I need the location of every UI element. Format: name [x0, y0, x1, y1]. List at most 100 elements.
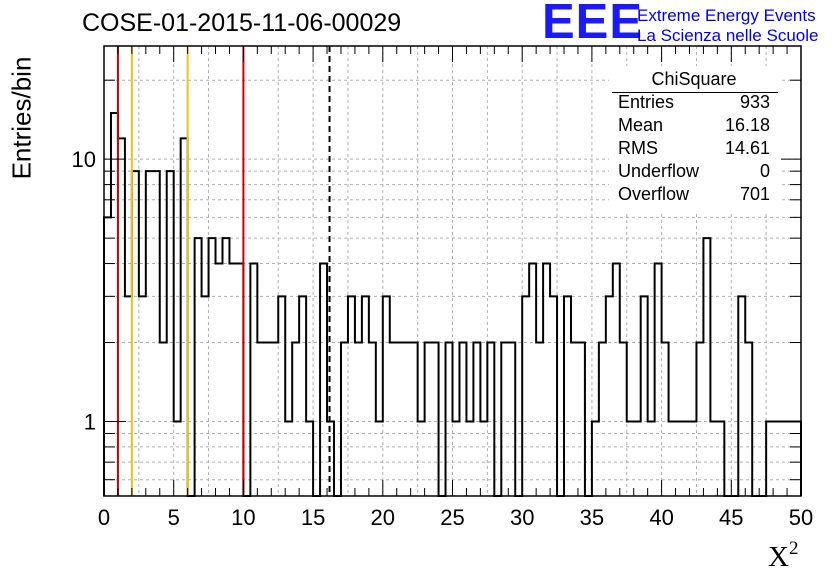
eee-logo: EEE Extreme Energy Events La Scienza nel… [542, 0, 836, 47]
histogram-bin [432, 343, 439, 496]
x-axis-label: X2 [768, 538, 798, 574]
histogram-bin [216, 264, 223, 496]
histogram-bin [578, 343, 585, 496]
histogram-bin [411, 343, 418, 496]
histogram-bin [264, 343, 271, 496]
stats-box: ChiSquare Entries 933 Mean 16.18 RMS 14.… [610, 69, 778, 211]
x-tick-label: 30 [510, 505, 534, 530]
stats-key: Overflow [618, 184, 690, 204]
x-tick-label: 0 [98, 505, 110, 530]
stats-key: RMS [618, 138, 658, 158]
y-tick-label: 1 [84, 409, 96, 434]
histogram-bin [648, 421, 655, 496]
histogram-bin [773, 421, 780, 496]
stats-key: Entries [618, 92, 675, 112]
histogram-bin [160, 343, 167, 496]
histogram-bin [195, 238, 202, 496]
histogram-bin [780, 421, 787, 496]
histogram-bin [271, 343, 278, 496]
stats-value: 14.61 [724, 138, 770, 158]
histogram-bin [703, 238, 710, 496]
histogram-bin [104, 217, 111, 496]
stats-title: ChiSquare [651, 69, 737, 89]
histogram-bin [543, 264, 550, 496]
histogram-bin [250, 264, 257, 496]
histogram-bin [376, 421, 383, 496]
histogram-bin [606, 296, 613, 496]
histogram-bin [466, 421, 473, 496]
histogram-bin [676, 421, 683, 496]
histogram-bin [787, 421, 794, 496]
histogram-bin [174, 421, 181, 496]
histogram-bin [404, 343, 411, 496]
x-tick-label: 25 [440, 505, 464, 530]
x-tick-label: 20 [371, 505, 395, 530]
stats-row-entries: Entries 933 [618, 92, 770, 114]
histogram-bin [662, 343, 669, 496]
histogram-bin [501, 343, 508, 496]
histogram-bin [459, 343, 466, 496]
histogram-bin [362, 296, 369, 496]
histogram-bin [613, 264, 620, 496]
histogram-bin [487, 343, 494, 496]
histogram-bin [278, 296, 285, 496]
histogram-bin [320, 264, 327, 496]
histogram-bin [634, 421, 641, 496]
histogram-bin [139, 296, 146, 496]
stats-title-underline [612, 92, 778, 93]
histogram-bin [146, 171, 153, 496]
histogram-bin [257, 343, 264, 496]
y-axis-label: Entries/bin [6, 56, 37, 180]
histogram-bin [236, 264, 243, 496]
histogram-bin [794, 421, 801, 496]
x-tick-label: 35 [580, 505, 604, 530]
histogram-bin [125, 296, 132, 496]
logo-line-2: La Scienza nelle Scuole [637, 26, 819, 45]
histogram-bin [473, 343, 480, 496]
histogram-bin [425, 343, 432, 496]
histogram-bin [710, 421, 717, 496]
stats-value: 16.18 [724, 115, 770, 135]
histogram-bin [348, 296, 355, 496]
histogram-bin [369, 343, 376, 496]
x-axis-label-base: X [768, 541, 789, 573]
histogram-bin [306, 421, 313, 496]
histogram-bin [299, 296, 306, 496]
stats-value: 701 [739, 184, 770, 204]
histogram-bin [292, 343, 299, 496]
histogram-bin [453, 421, 460, 496]
x-tick-label: 15 [301, 505, 325, 530]
histogram-bin [592, 421, 599, 496]
stats-row-overflow: Overflow 701 [618, 184, 770, 206]
logo-line-1: Extreme Energy Events [637, 6, 816, 25]
histogram-bin [717, 421, 724, 496]
histogram-bin [383, 296, 390, 496]
histogram-bin [508, 343, 515, 496]
histogram-bin [153, 171, 160, 496]
chart-title: COSE-01-2015-11-06-00029 [82, 9, 402, 37]
histogram-bin [655, 264, 662, 496]
stats-key: Mean [618, 115, 664, 135]
stats-box-background [609, 66, 781, 214]
histogram-bin [132, 171, 139, 496]
histogram-bin [397, 343, 404, 496]
histogram-bin [522, 296, 529, 496]
histogram-bin [599, 343, 606, 496]
histogram-bin [222, 238, 229, 496]
y-tick-label: 10 [72, 147, 96, 172]
histogram-bin [341, 343, 348, 496]
histogram-bin [111, 113, 118, 496]
histogram-bin [745, 343, 752, 496]
histogram-bin [641, 296, 648, 496]
histogram-bin [390, 343, 397, 496]
histogram-bin [620, 343, 627, 496]
stats-value: 0 [759, 161, 770, 181]
histogram-bin [564, 296, 571, 496]
x-tick-label: 10 [231, 505, 255, 530]
histogram-bin [627, 421, 634, 496]
histogram-bin [480, 421, 487, 496]
histogram-bin [550, 296, 557, 496]
x-tick-label: 40 [649, 505, 673, 530]
x-tick-label: 50 [789, 505, 813, 530]
